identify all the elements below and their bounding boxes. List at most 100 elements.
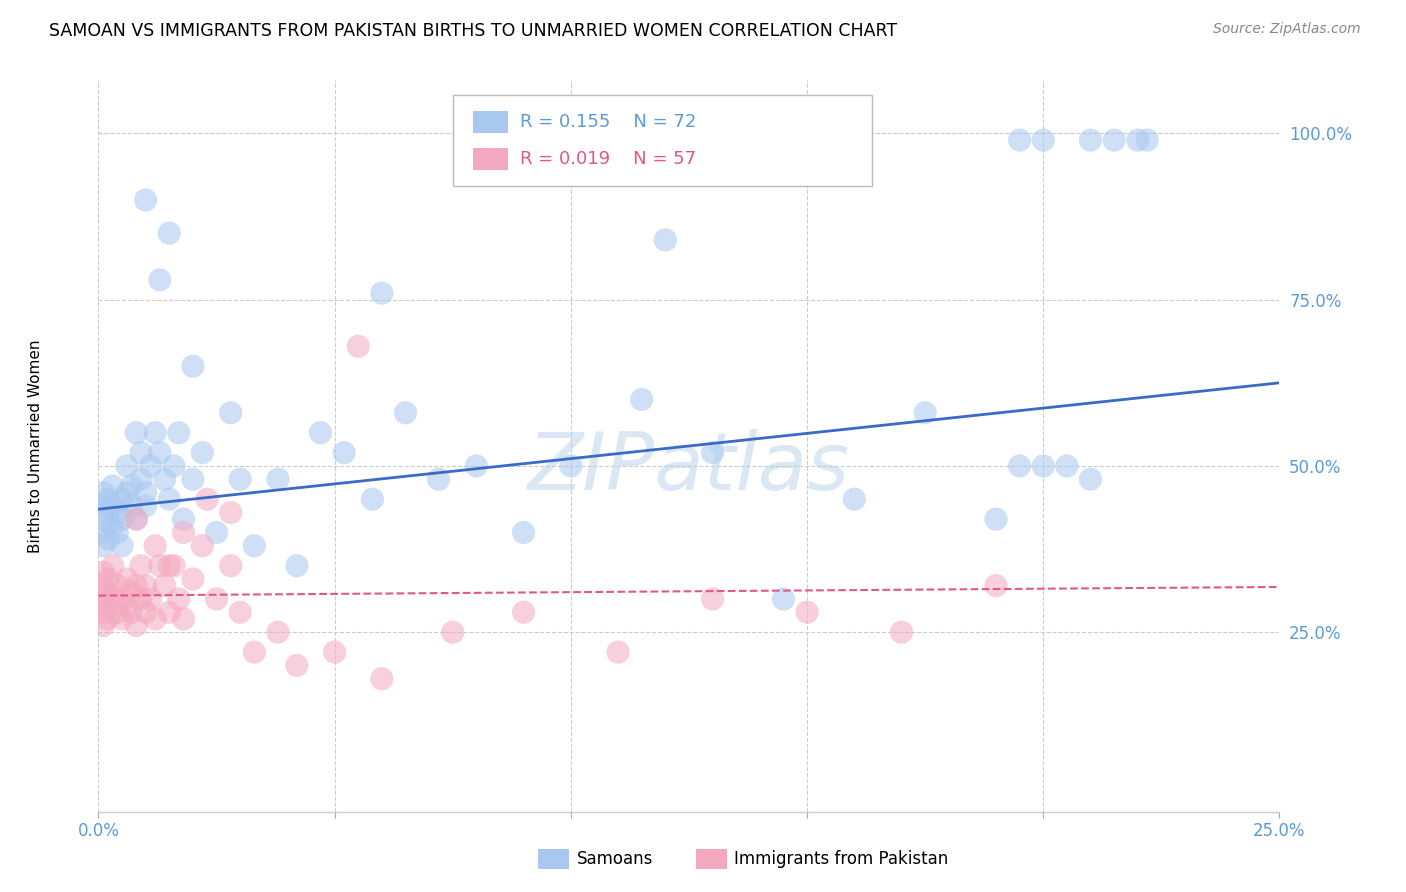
Point — [129, 472, 152, 486]
Point — [91, 539, 114, 553]
Point — [105, 579, 128, 593]
Point — [101, 558, 124, 573]
Point — [105, 506, 128, 520]
Point — [135, 605, 157, 619]
Point — [163, 458, 186, 473]
Point — [135, 485, 157, 500]
Point — [1126, 133, 1149, 147]
Point — [101, 499, 124, 513]
Point — [91, 566, 114, 580]
Point — [115, 458, 138, 473]
Point — [984, 512, 1007, 526]
Point — [167, 425, 190, 440]
Point — [1008, 133, 1031, 147]
Point — [139, 458, 162, 473]
Point — [157, 492, 180, 507]
Point — [91, 579, 114, 593]
Point — [121, 605, 143, 619]
Point — [243, 539, 266, 553]
Point — [702, 591, 724, 606]
Point — [219, 506, 242, 520]
Point — [129, 445, 152, 459]
Text: R = 0.019    N = 57: R = 0.019 N = 57 — [520, 150, 696, 168]
Point — [115, 485, 138, 500]
Point — [219, 558, 242, 573]
Point — [219, 406, 242, 420]
Point — [157, 226, 180, 240]
Text: Source: ZipAtlas.com: Source: ZipAtlas.com — [1213, 22, 1361, 37]
Text: R = 0.155    N = 72: R = 0.155 N = 72 — [520, 113, 696, 131]
Point — [1008, 458, 1031, 473]
Text: SAMOAN VS IMMIGRANTS FROM PAKISTAN BIRTHS TO UNMARRIED WOMEN CORRELATION CHART: SAMOAN VS IMMIGRANTS FROM PAKISTAN BIRTH… — [49, 22, 897, 40]
Point — [97, 572, 120, 586]
Point — [157, 605, 180, 619]
Point — [91, 605, 114, 619]
Point — [115, 572, 138, 586]
Point — [630, 392, 652, 407]
Text: Immigrants from Pakistan: Immigrants from Pakistan — [734, 850, 948, 868]
FancyBboxPatch shape — [453, 95, 872, 186]
Point — [135, 193, 157, 207]
Point — [111, 591, 134, 606]
Point — [91, 512, 114, 526]
Point — [229, 472, 252, 486]
Point — [135, 499, 157, 513]
Point — [101, 479, 124, 493]
Point — [163, 558, 186, 573]
Point — [285, 658, 308, 673]
Point — [121, 585, 143, 599]
Point — [129, 591, 152, 606]
Point — [427, 472, 450, 486]
Point — [97, 612, 120, 626]
Point — [101, 518, 124, 533]
Point — [181, 472, 204, 486]
Point — [1136, 133, 1159, 147]
Point — [97, 492, 120, 507]
Point — [844, 492, 866, 507]
Point — [371, 672, 394, 686]
Point — [181, 359, 204, 374]
Point — [111, 512, 134, 526]
Point — [796, 605, 818, 619]
Point — [243, 645, 266, 659]
Point — [702, 445, 724, 459]
Point — [125, 512, 148, 526]
Point — [205, 525, 228, 540]
Point — [153, 579, 176, 593]
Point — [191, 539, 214, 553]
Point — [607, 645, 630, 659]
Point — [121, 499, 143, 513]
Point — [125, 425, 148, 440]
Point — [267, 625, 290, 640]
Point — [181, 572, 204, 586]
Point — [772, 591, 794, 606]
Point — [167, 591, 190, 606]
Point — [139, 591, 162, 606]
Point — [347, 339, 370, 353]
Point — [361, 492, 384, 507]
Point — [333, 445, 356, 459]
Point — [371, 286, 394, 301]
Point — [105, 525, 128, 540]
Point — [91, 525, 114, 540]
Point — [101, 591, 124, 606]
Point — [1080, 133, 1102, 147]
Point — [149, 445, 172, 459]
Point — [394, 406, 416, 420]
Point — [125, 512, 148, 526]
Point — [309, 425, 332, 440]
Point — [153, 472, 176, 486]
Point — [157, 558, 180, 573]
Point — [111, 492, 134, 507]
Point — [195, 492, 218, 507]
Point — [914, 406, 936, 420]
Y-axis label: Births to Unmarried Women: Births to Unmarried Women — [28, 339, 42, 553]
Point — [465, 458, 488, 473]
Point — [97, 532, 120, 546]
Point — [129, 558, 152, 573]
FancyBboxPatch shape — [472, 111, 508, 133]
Point — [1102, 133, 1125, 147]
FancyBboxPatch shape — [472, 147, 508, 169]
Point — [890, 625, 912, 640]
Point — [91, 499, 114, 513]
